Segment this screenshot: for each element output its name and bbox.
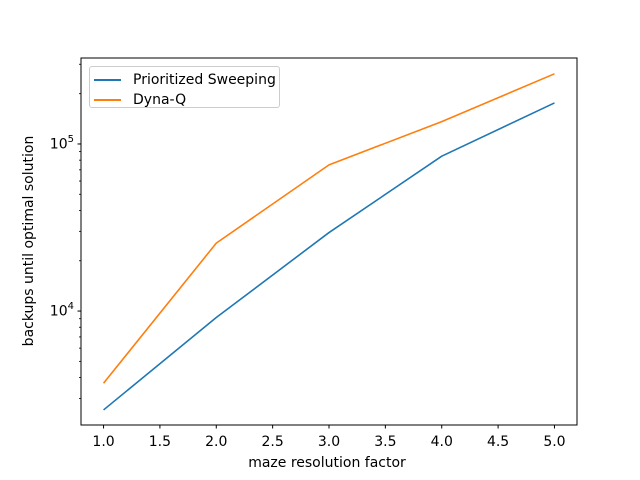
svg-text:4.5: 4.5 [487, 434, 509, 450]
y-axis-label: backups until optimal solution [21, 135, 37, 347]
svg-text:2.5: 2.5 [262, 434, 284, 450]
svg-text:5.0: 5.0 [543, 434, 565, 450]
svg-text:3.0: 3.0 [318, 434, 340, 450]
svg-text:2.0: 2.0 [205, 434, 227, 450]
svg-text:1.0: 1.0 [92, 434, 114, 450]
legend-item-dyna-q: Dyna-Q [94, 90, 273, 110]
legend-line-swatch-blue [94, 79, 121, 81]
svg-text:1.5: 1.5 [149, 434, 171, 450]
svg-text:3.5: 3.5 [374, 434, 396, 450]
legend-label: Prioritized Sweeping [133, 72, 276, 88]
legend: Prioritized Sweeping Dyna-Q [89, 66, 280, 108]
x-axis-label: maze resolution factor [248, 455, 406, 471]
legend-line-swatch-orange [94, 99, 121, 101]
svg-text:4.0: 4.0 [431, 434, 453, 450]
legend-item-prioritized-sweeping: Prioritized Sweeping [94, 70, 276, 90]
svg-text:105: 105 [50, 134, 74, 153]
svg-text:104: 104 [50, 301, 74, 320]
legend-label: Dyna-Q [133, 92, 187, 108]
